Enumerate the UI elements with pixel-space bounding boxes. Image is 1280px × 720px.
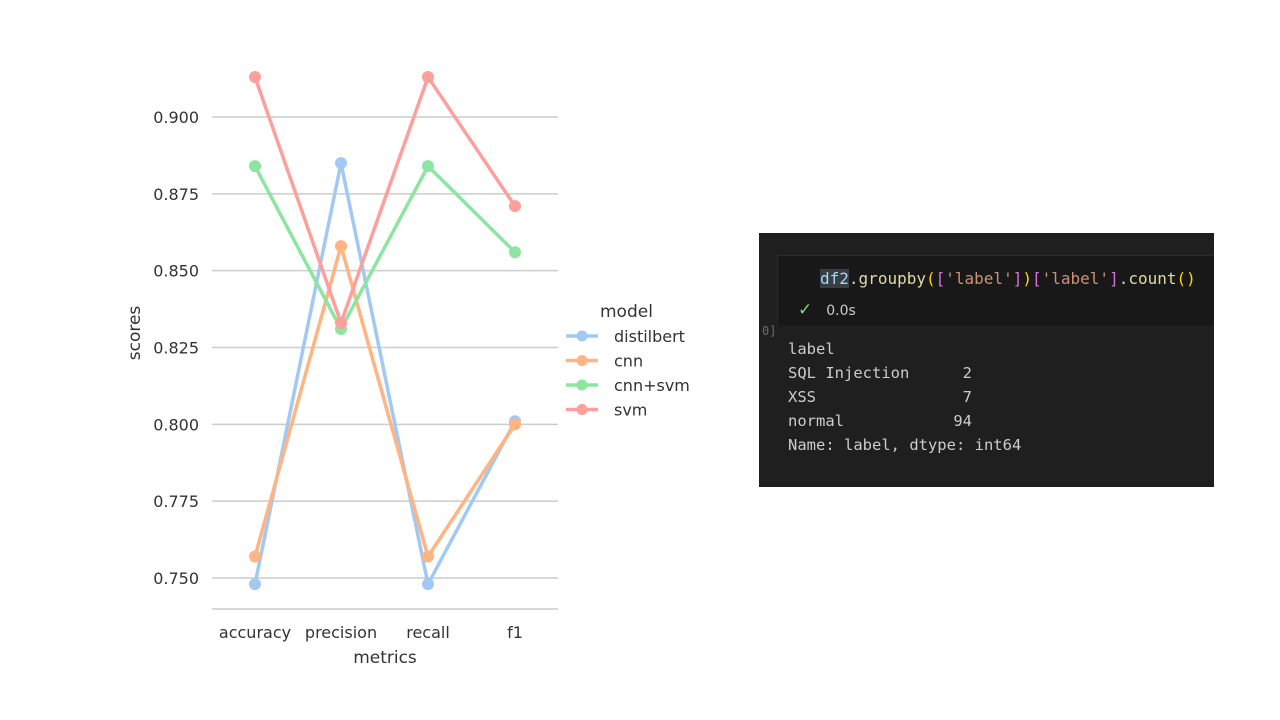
code-token-string: 'label' [945, 269, 1013, 288]
legend: model distilbert cnn cnn+svm svm [566, 302, 690, 420]
x-tick-label: recall [406, 623, 450, 642]
code-token-fn: groupby [858, 269, 926, 288]
code-line[interactable]: df2.groupby(['label'])['label'].count() [820, 269, 1196, 288]
legend-marker [576, 330, 588, 342]
y-tick-label: 0.825 [153, 339, 199, 358]
code-token-paren: ) [1022, 269, 1032, 288]
y-tick-label: 0.800 [153, 415, 199, 434]
series-line [253, 161, 517, 586]
check-icon: ✓ [798, 300, 813, 320]
x-axis-label: metrics [353, 648, 417, 668]
x-tick-label: f1 [507, 623, 523, 642]
series-line [253, 244, 517, 559]
y-axis-label: scores [125, 306, 145, 361]
output-row-value: 2 [962, 364, 972, 382]
code-token-bracket: ] [1012, 269, 1023, 288]
output-row-key: SQL Injection [788, 364, 910, 382]
legend-title: model [600, 302, 653, 322]
data-point [509, 418, 521, 431]
legend-item: svm [566, 401, 647, 420]
series-cnn [249, 240, 521, 563]
code-token-paren: () [1176, 269, 1196, 288]
series-lines [249, 71, 521, 591]
cell-output: label SQL Injection 2 XSS 7 normal 94 Na… [788, 337, 1021, 457]
series-svm [249, 71, 521, 329]
legend-marker [576, 379, 588, 391]
y-tick-label: 0.875 [153, 185, 199, 204]
output-row-value: 7 [962, 388, 972, 406]
series-line [253, 164, 517, 331]
data-point [249, 160, 261, 173]
output-row: XSS 7 [788, 385, 1021, 409]
data-point [249, 550, 261, 563]
pointplot-chart: 0.750 0.775 0.800 0.825 0.850 0.875 0.900 accu… [125, 71, 690, 668]
y-tick-labels: 0.750 0.775 0.800 0.825 0.850 0.875 0.900 [153, 108, 199, 588]
data-point [335, 316, 347, 329]
legend-item: cnn [566, 352, 643, 371]
series-cnn+svm [249, 160, 521, 336]
data-point [335, 240, 347, 253]
code-token-var: df2 [820, 269, 849, 288]
code-token-bracket: [ [935, 269, 946, 288]
data-point [509, 246, 521, 259]
code-token-fn: count [1128, 269, 1177, 288]
legend-item: cnn+svm [566, 376, 690, 395]
legend-marker [576, 355, 588, 366]
y-tick-label: 0.750 [153, 569, 199, 588]
code-token-bracket: ] [1109, 269, 1119, 288]
data-point [422, 160, 434, 173]
execution-time: 0.0s [826, 302, 856, 319]
data-point [509, 200, 521, 213]
legend-label: svm [614, 401, 647, 420]
execution-count: 0] [762, 324, 777, 338]
legend-marker [576, 404, 588, 415]
y-tick-label: 0.775 [153, 492, 199, 511]
data-point [249, 71, 261, 84]
output-row-value: 94 [953, 412, 972, 430]
cell-input[interactable]: 0] df2.groupby(['label'])['label'].count… [762, 255, 1214, 338]
y-tick-label: 0.850 [153, 262, 199, 281]
data-point [249, 578, 261, 591]
data-point [422, 550, 434, 563]
code-token-bracket: [ [1031, 269, 1042, 288]
output-row: SQL Injection 2 [788, 361, 1021, 385]
data-point [335, 157, 347, 170]
legend-label: distilbert [614, 327, 685, 346]
legend-item: distilbert [566, 327, 685, 346]
series-distilbert [249, 157, 521, 591]
notebook-cell[interactable]: 0] df2.groupby(['label'])['label'].count… [759, 233, 1214, 487]
output-footer: Name: label, dtype: int64 [788, 436, 1022, 454]
output-row: normal 94 [788, 409, 1021, 433]
x-tick-labels: accuracy precision recall f1 [219, 623, 523, 642]
y-tick-label: 0.900 [153, 108, 199, 127]
output-row-key: normal [788, 412, 844, 430]
legend-label: cnn+svm [614, 376, 690, 395]
code-token-dot: . [1118, 269, 1129, 288]
output-row-key: XSS [788, 388, 816, 406]
x-tick-label: precision [305, 623, 377, 642]
data-point [422, 71, 434, 84]
output-header: label [788, 340, 835, 358]
code-token-string: 'label' [1041, 269, 1110, 288]
data-point [422, 578, 434, 591]
x-tick-label: accuracy [219, 623, 291, 642]
legend-label: cnn [614, 352, 643, 371]
execution-status: ✓ 0.0s [798, 302, 856, 319]
code-token-paren: ( [925, 269, 936, 288]
code-token-dot: . [848, 269, 859, 288]
series-line [253, 75, 517, 325]
